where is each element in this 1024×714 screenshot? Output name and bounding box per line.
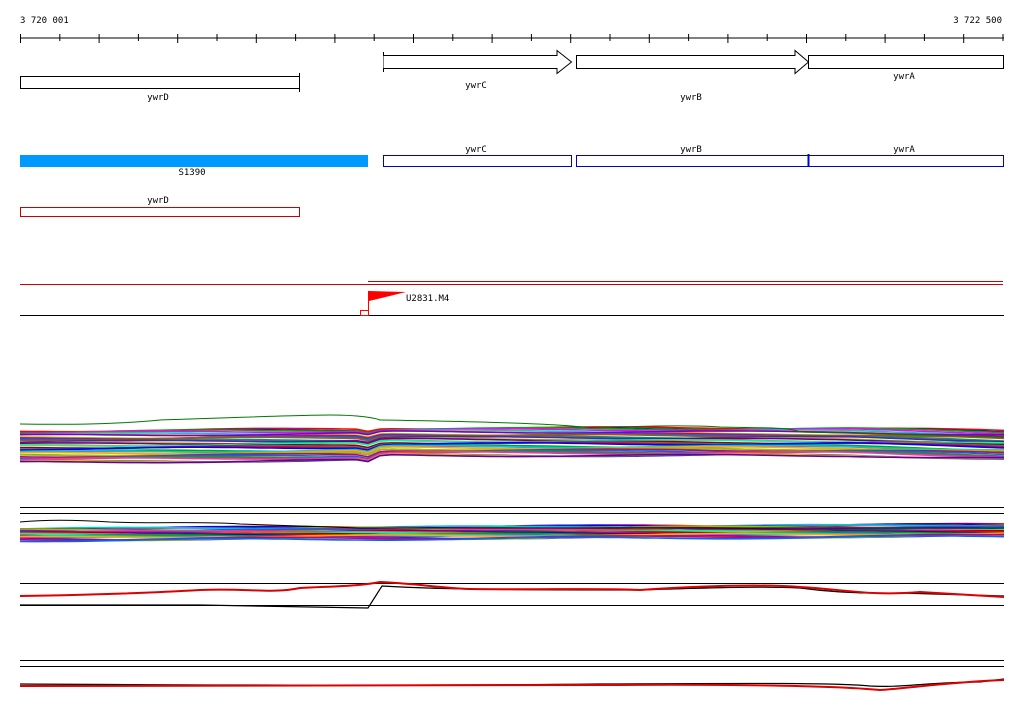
- gene-ywrA[interactable]: ywrA: [808, 55, 1004, 83]
- gene-ywrC[interactable]: ywrC: [383, 49, 573, 92]
- expression-profile-line: [19, 535, 1005, 543]
- expression-profile-line: [19, 435, 1005, 444]
- transcript-label: ywrD: [147, 196, 169, 206]
- expression-profile-line: [19, 523, 1005, 530]
- expression-profile-line: [19, 450, 1005, 461]
- transcript-ywrB[interactable]: ywrB: [576, 145, 809, 167]
- transcript-S1390[interactable]: S1390: [20, 155, 368, 178]
- ruler-start-label: 3 720 001: [20, 16, 69, 26]
- expression-profile-line: [19, 441, 1005, 452]
- tss-label: U2831.M4: [406, 294, 449, 304]
- expression-track-4: [19, 660, 1005, 692]
- transcript-label: S1390: [178, 168, 205, 178]
- gene-ywrD[interactable]: ywrD: [20, 73, 300, 103]
- gene-label: ywrD: [147, 93, 169, 103]
- transcript-label: ywrC: [465, 145, 487, 155]
- expression-profile-line: [19, 426, 1005, 434]
- expression-top-line: [19, 519, 1004, 529]
- expression-profile-line: [19, 453, 1004, 464]
- expression-profile-line: [19, 430, 1004, 437]
- expression-profile-line: [19, 437, 1004, 445]
- transcript-ywrC[interactable]: ywrC: [383, 145, 572, 167]
- ruler-ticks: [20, 34, 1004, 43]
- expression-profile-line: [19, 433, 1005, 442]
- tss-marker[interactable]: U2831.M4: [360, 291, 450, 316]
- gene-label: ywrB: [680, 93, 702, 103]
- expression-track-2: [19, 507, 1005, 543]
- transcript-label: ywrA: [893, 145, 915, 155]
- expression-profile-line: [19, 428, 1005, 435]
- expression-profile-line: [19, 444, 1004, 453]
- transcript-label: ywrB: [680, 145, 702, 155]
- expression-profile-line: [19, 444, 1005, 454]
- transcript-ywrD[interactable]: ywrD: [20, 196, 300, 217]
- expression-top-line: [19, 414, 1005, 438]
- tss-track: U2831.M4: [20, 281, 1004, 316]
- expression-red-line: [19, 580, 1005, 598]
- gene-track: ywrD ywrC ywrB ywrA: [20, 49, 1004, 104]
- ruler-end-label: 3 722 500: [953, 16, 1002, 26]
- coordinate-ruler: 3 720 001 3 722 500: [20, 16, 1004, 43]
- expression-red-line: [19, 679, 1005, 692]
- expression-profile-line: [19, 437, 1005, 445]
- gene-label: ywrC: [465, 81, 487, 91]
- transcript-track: S1390 ywrC ywrB ywrA ywrD: [20, 145, 1004, 217]
- transcript-ywrA[interactable]: ywrA: [807, 145, 1004, 167]
- expression-profile-line: [19, 531, 1005, 538]
- expression-profile-line: [19, 429, 1005, 436]
- gene-ywrB[interactable]: ywrB: [576, 49, 810, 104]
- gene-label: ywrA: [893, 72, 915, 82]
- expression-track-1: [19, 414, 1005, 464]
- expression-track-3: [19, 580, 1005, 609]
